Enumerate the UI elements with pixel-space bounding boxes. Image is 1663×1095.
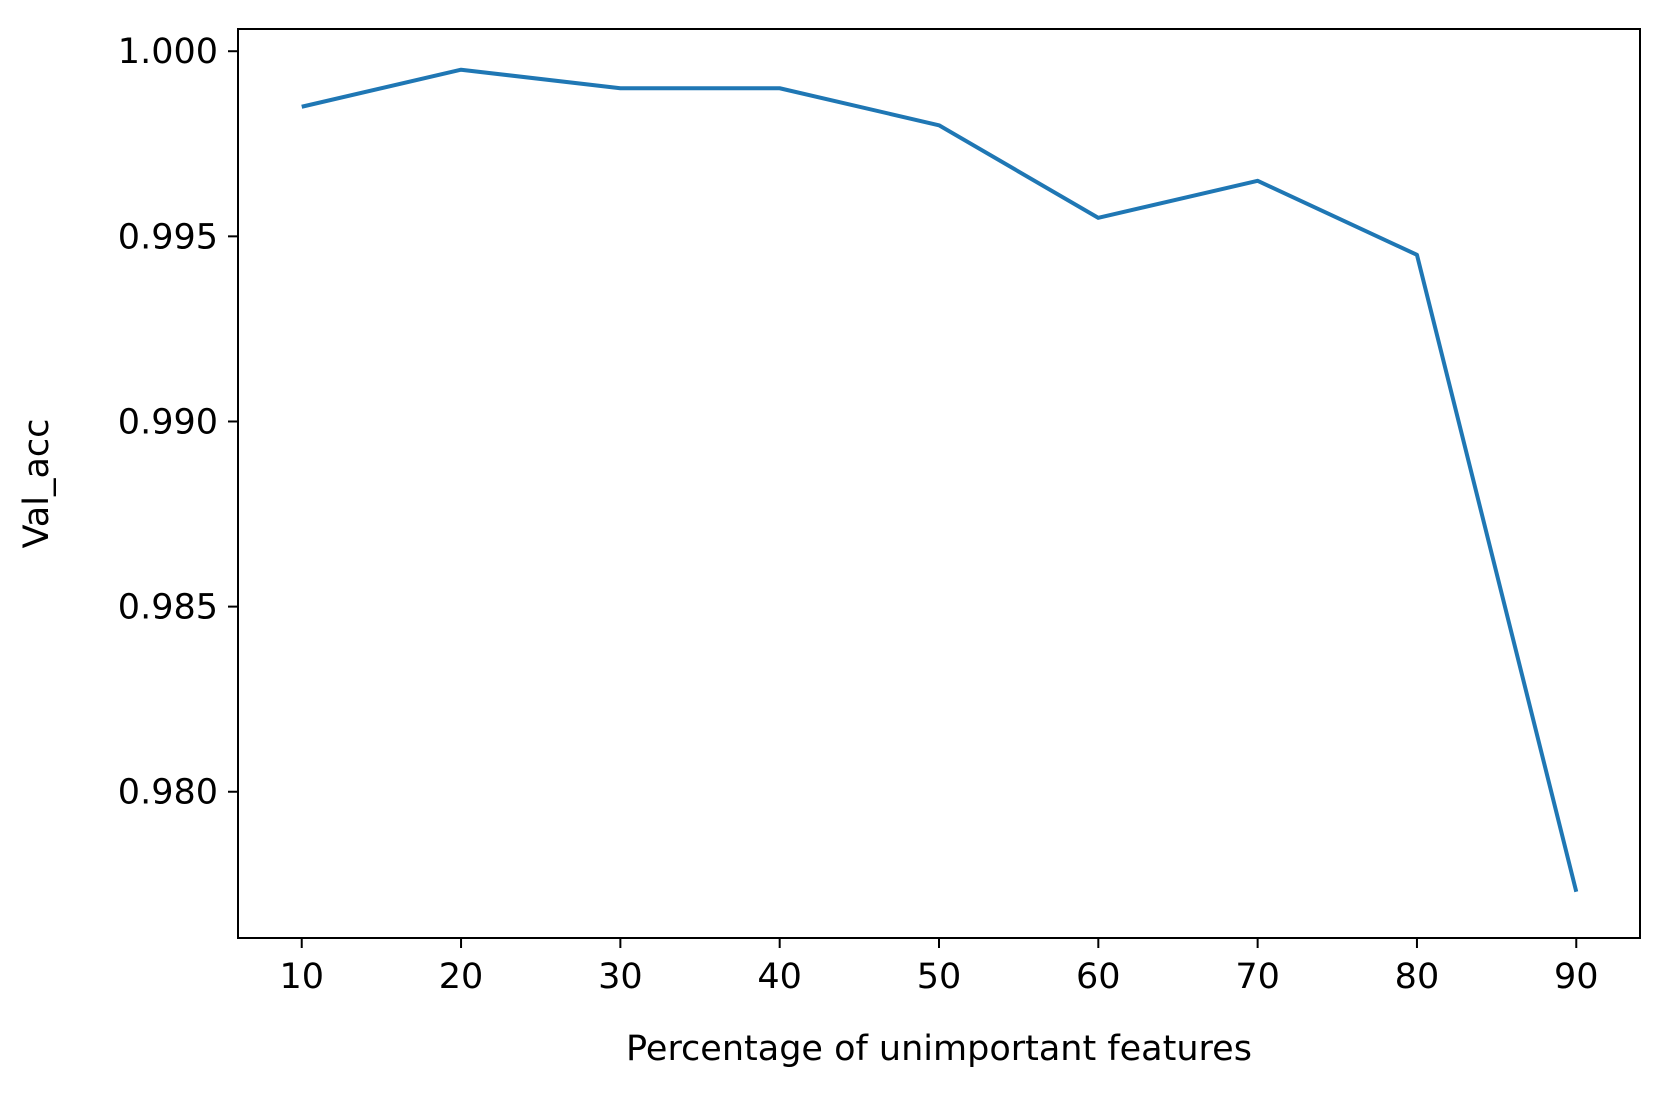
y-tick-label: 1.000: [118, 32, 218, 72]
x-tick-label: 10: [279, 957, 324, 997]
x-tick-label: 70: [1235, 957, 1280, 997]
y-axis-ticks: 0.980 0.985 0.990 0.995 1.000: [118, 32, 238, 813]
y-tick-label: 0.990: [118, 402, 218, 442]
x-tick-label: 80: [1395, 957, 1440, 997]
y-tick-label: 0.985: [118, 588, 218, 628]
y-tick-label: 0.995: [118, 217, 218, 257]
x-tick-label: 90: [1554, 957, 1599, 997]
x-axis-ticks: 10 20 30 40 50 60 70 80 90: [279, 938, 1599, 997]
x-tick-label: 60: [1076, 957, 1121, 997]
x-tick-label: 40: [757, 957, 802, 997]
plot-frame: [237, 28, 1641, 939]
x-axis-label: Percentage of unimportant features: [626, 1029, 1252, 1069]
x-tick-label: 30: [598, 957, 643, 997]
x-tick-label: 20: [439, 957, 484, 997]
series-layer: [301, 67, 1579, 893]
x-tick-label: 50: [917, 957, 962, 997]
y-axis-label: Val_acc: [17, 419, 57, 549]
y-tick-label: 0.980: [118, 773, 218, 813]
